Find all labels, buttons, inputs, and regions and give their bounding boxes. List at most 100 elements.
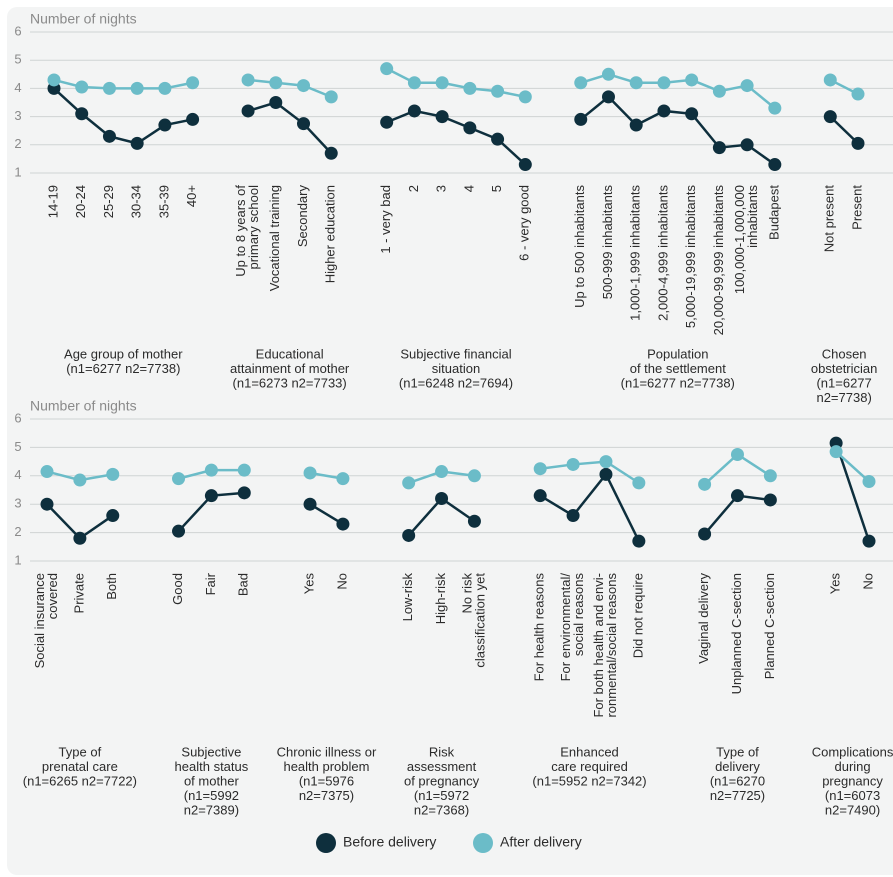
x-tick-label: Yes	[828, 573, 843, 595]
point	[380, 115, 394, 129]
point	[204, 463, 218, 477]
point	[435, 492, 449, 506]
point	[862, 534, 876, 548]
group-label: Type of	[716, 744, 759, 759]
point	[657, 76, 671, 90]
x-tick-label: ronmental/social reasons	[604, 573, 619, 718]
point	[130, 136, 144, 150]
group-label: health problem	[283, 759, 369, 774]
x-tick-label: 6 - very good	[517, 185, 532, 261]
series-line	[539, 472, 640, 542]
point	[40, 465, 54, 479]
y-axis-label: Number of nights	[30, 11, 137, 27]
x-tick-label: inhabitants	[745, 185, 760, 248]
group-label: obstetrician	[811, 361, 877, 376]
x-tick-label: 5,000-19,999 inhabitants	[683, 185, 698, 329]
y-tick-label: 3	[14, 496, 21, 511]
point	[102, 129, 116, 143]
series-line	[835, 450, 870, 483]
group-label: attainment of mother	[230, 361, 350, 376]
legend-label: Before delivery	[343, 834, 436, 850]
group-label: Subjective	[181, 744, 241, 759]
point	[380, 62, 394, 76]
x-tick-label: 1 - very bad	[378, 185, 393, 254]
point	[237, 463, 251, 477]
point	[435, 465, 449, 479]
point	[40, 497, 54, 511]
point	[698, 477, 712, 491]
group-label: n2=7738)	[816, 390, 871, 405]
point	[172, 524, 186, 538]
point	[730, 489, 744, 503]
group-label: (n1=6277 n2=7738)	[621, 375, 735, 390]
point	[130, 81, 144, 95]
point	[269, 96, 283, 109]
point	[823, 110, 837, 124]
group-label: health status	[175, 759, 249, 774]
point	[740, 138, 754, 152]
legend-marker	[316, 833, 336, 853]
point	[632, 476, 646, 490]
point	[402, 528, 416, 542]
group-label: Subjective financial	[400, 346, 511, 361]
x-tick-label: 20,000-99,999 inhabitants	[711, 185, 726, 336]
x-tick-label: Fair	[203, 572, 218, 595]
point	[237, 486, 251, 500]
point	[435, 76, 449, 90]
x-tick-label: High-risk	[433, 573, 448, 625]
group-label: (n1=5976	[299, 773, 354, 788]
group-label: Chronic illness or	[277, 744, 377, 759]
x-tick-label: 100,000-1,000,000	[732, 185, 747, 294]
legend-label: After delivery	[500, 834, 582, 850]
point	[241, 73, 255, 87]
series-line	[540, 460, 640, 484]
point	[491, 132, 505, 146]
group-label: (n1=6270	[710, 773, 765, 788]
group-label: (n1=6248 n2=7694)	[399, 375, 513, 390]
x-tick-label: primary school	[246, 185, 261, 270]
point	[491, 84, 505, 98]
point	[269, 76, 283, 90]
point	[740, 79, 754, 93]
point	[407, 76, 421, 90]
group-label: Chosen	[822, 346, 867, 361]
x-tick-label: 20-24	[73, 185, 88, 218]
y-tick-label: 3	[14, 108, 21, 123]
point	[73, 473, 87, 487]
y-tick-label: 6	[14, 23, 21, 38]
point	[303, 497, 317, 511]
point	[324, 90, 338, 104]
point	[186, 76, 200, 90]
group-label: Population	[647, 346, 708, 361]
point	[712, 84, 726, 98]
group-label: (n1=6073	[825, 788, 880, 803]
x-tick-label: For environmental/	[558, 573, 573, 682]
x-tick-label: Did not require	[630, 573, 645, 658]
point	[629, 76, 643, 90]
x-tick-label: social reasons	[571, 573, 586, 657]
group-label: Enhanced	[560, 744, 619, 759]
group-label: care required	[551, 759, 628, 774]
x-tick-label: For both health and envi-	[591, 573, 606, 718]
y-axis-label: Number of nights	[30, 398, 137, 414]
group-label: (n1=5952 n2=7342)	[532, 773, 646, 788]
group-label: prenatal care	[42, 759, 118, 774]
point	[241, 104, 255, 118]
point	[632, 534, 646, 548]
point	[336, 472, 350, 486]
x-tick-label: No	[334, 573, 349, 590]
point	[106, 509, 120, 523]
x-tick-label: 3	[434, 185, 449, 192]
point	[629, 118, 643, 132]
point	[402, 476, 416, 490]
y-tick-label: 1	[14, 552, 21, 567]
legend-marker	[473, 833, 493, 853]
y-tick-label: 5	[14, 52, 21, 67]
point	[851, 136, 865, 150]
x-tick-label: Not present	[822, 185, 837, 253]
group-label: (n1=6265 n2=7722)	[23, 773, 137, 788]
x-tick-label: 2,000-4,999 inhabitants	[655, 185, 670, 321]
x-tick-label: 30-34	[129, 185, 144, 218]
point	[566, 509, 580, 523]
group-label: (n1=5992	[184, 788, 239, 803]
